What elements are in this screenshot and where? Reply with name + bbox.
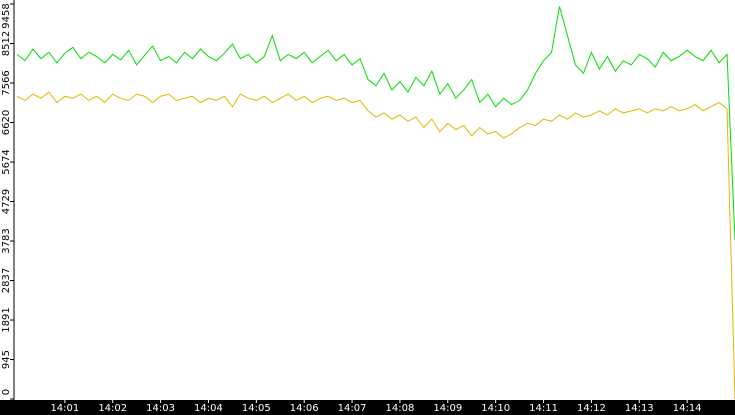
x-tick-label: 14:04 xyxy=(194,403,223,414)
y-tick-label: 945 xyxy=(1,350,12,369)
y-tick-label: 5674 xyxy=(1,149,12,174)
x-tick-label: 14:10 xyxy=(481,403,510,414)
y-tick-label: 1891 xyxy=(1,307,12,332)
series-line xyxy=(16,91,735,400)
x-tick-label: 14:02 xyxy=(98,403,127,414)
x-tick-label: 14:05 xyxy=(242,403,271,414)
series-line xyxy=(16,6,735,241)
x-tick-label: 14:12 xyxy=(577,403,606,414)
y-tick-label: 6620 xyxy=(1,110,12,135)
x-tick-label: 14:06 xyxy=(290,403,319,414)
x-tick-label: 14:07 xyxy=(338,403,367,414)
x-tick-label: 14:14 xyxy=(673,403,702,414)
x-tick-label: 14:03 xyxy=(146,403,175,414)
y-tick-label: 0 xyxy=(1,389,12,395)
x-tick-label: 14:13 xyxy=(625,403,654,414)
y-tick-label: 2837 xyxy=(1,268,12,293)
x-tick-label: 14:09 xyxy=(433,403,462,414)
x-tick-label: 14:11 xyxy=(529,403,558,414)
x-tick-label: 14:08 xyxy=(386,403,415,414)
x-tick-label: 14:01 xyxy=(50,403,79,414)
y-tick-label: 8512 xyxy=(1,31,12,56)
y-tick-label: 7566 xyxy=(1,70,12,95)
y-tick-label: 3783 xyxy=(1,228,12,253)
y-tick-label: 4729 xyxy=(1,189,12,214)
y-tick-label: 9458 xyxy=(1,3,12,28)
x-axis-band xyxy=(0,400,735,415)
